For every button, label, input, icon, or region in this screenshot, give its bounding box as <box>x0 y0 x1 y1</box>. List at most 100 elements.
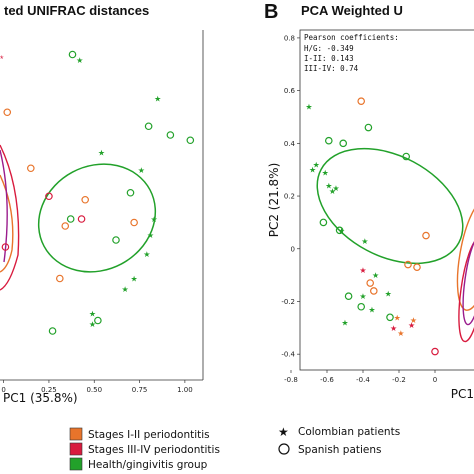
panel-a-health-star-point: ★ <box>150 215 157 224</box>
legend-label-health: Health/gingivitis group <box>88 459 208 471</box>
panel-a-I-II-circle-point <box>61 222 70 230</box>
panel-a-health-circle-point <box>186 136 195 145</box>
stages-iii-iv-ellipse <box>0 144 20 291</box>
panel-b-health-circle-point <box>324 136 333 145</box>
panel-b-health-star-point: ★ <box>359 292 366 301</box>
legend-label-spanish: Spanish patiens <box>298 444 382 456</box>
panel-b-health-star-point: ★ <box>322 168 329 177</box>
panel-b-x-tick-label: -0.2 <box>392 376 406 384</box>
legend: Stages I-II periodontitis Stages III-IV … <box>69 425 400 471</box>
panel-a-health-star-point: ★ <box>138 166 145 175</box>
panel-a-I-II-circle-point <box>56 274 64 283</box>
panel-b-health-star-point: ★ <box>313 160 320 169</box>
panel-b-y-ticks: 0.8 0.6 0.4 0.2 0 -0.2 -0.4 <box>281 34 300 359</box>
panel-b-III-IV-circle-point <box>431 347 439 356</box>
panel-b-y-tick-label: -0.2 <box>281 298 295 306</box>
health-ellipse <box>316 147 464 265</box>
legend-label-stages-i-ii: Stages I-II periodontitis <box>88 429 210 441</box>
stages-iii-iv-ellipse <box>458 237 474 343</box>
panel-b: B PCA Weighted U -0.8 -0.6 -0.4 -0.2 0 0.80.… <box>264 1 474 401</box>
panel-a-health-star-point: ★ <box>98 149 105 158</box>
panel-b-x-ticks: -0.8 -0.6 -0.4 -0.2 0 <box>284 370 437 384</box>
legend-swatch-stages-i-ii <box>69 427 83 441</box>
panel-b-health-circle-point <box>344 292 353 301</box>
panel-b-y-tick-label: 0.2 <box>284 193 295 201</box>
panel-a-health-circle-point <box>166 131 175 139</box>
panel-a-health-circle-point <box>66 215 75 223</box>
star-icon: ★ <box>278 425 289 439</box>
panel-a-x-label: PC1 (35.8%) <box>3 391 78 405</box>
panel-a-x-tick-label: 1.00 <box>177 386 193 394</box>
panel-b-y-tick-label: 0.4 <box>284 140 296 148</box>
panel-b-x-tick-label: -0.8 <box>284 376 298 384</box>
panel-b-I-II-circle-point <box>369 287 378 295</box>
panel-b-health-star-point: ★ <box>372 271 379 280</box>
panel-b-health-circle-point <box>319 218 328 227</box>
panel-b-I-II-star-point: ★ <box>410 316 417 325</box>
panel-b-I-II-star-point: ★ <box>397 329 404 338</box>
panel-b-health-star-point: ★ <box>341 319 348 328</box>
panel-b-health-circle-point <box>402 152 411 161</box>
panel-a-x-tick-label: 0.50 <box>86 386 102 394</box>
panel-b-y-tick-label: -0.4 <box>281 351 295 359</box>
panel-a-III-IV-circle-point <box>77 215 86 223</box>
panel-b-health-circle-point <box>335 226 344 235</box>
panel-b-health-circle-point <box>386 313 394 322</box>
panel-a-health-star-point: ★ <box>143 250 150 259</box>
pearson-iii-iv: III-IV: 0.74 <box>304 64 359 73</box>
panel-b-health-star-point: ★ <box>332 184 339 193</box>
panel-b-points: ★★★ ★★★★★★★★★★★★★★★★ ★ <box>305 97 439 356</box>
panel-b-III-IV-star-point: ★ <box>390 324 397 333</box>
legend-groups: Stages I-II periodontitis Stages III-IV … <box>69 427 220 471</box>
panel-a-ellipses <box>0 144 157 291</box>
panel-a-points: ★★★★★★★★★★★ <box>1 50 195 335</box>
panel-b-health-star-point: ★ <box>305 102 312 111</box>
panel-a-health-star-point: ★ <box>76 56 83 65</box>
panel-a-III-IV-circle-point <box>45 192 53 201</box>
panel-b-y-tick-label: 0.6 <box>284 87 296 95</box>
purple-ellipse <box>462 234 474 326</box>
panel-b-health-star-point: ★ <box>325 182 332 191</box>
panel-b-y-tick-label: 0.8 <box>284 34 295 42</box>
panel-a-health-circle-point <box>112 236 120 244</box>
panel-a-health-star-point: ★ <box>121 285 128 294</box>
panel-a-x-ticks: 0 0.25 0.50 0.75 1.00 <box>1 380 193 394</box>
pearson-box: Pearson coefficients: H/G: -0.349 I-II: … <box>304 33 399 73</box>
panel-b-I-II-star-point: ★ <box>394 313 401 322</box>
health-ellipse <box>37 163 157 273</box>
panel-b-health-star-point: ★ <box>385 290 392 299</box>
panel-b-x-tick-label: -0.4 <box>356 376 370 384</box>
panel-a-health-circle-point <box>48 327 57 335</box>
panel-b-health-star-point: ★ <box>368 305 375 314</box>
panel-b-health-star-point: ★ <box>329 187 336 196</box>
panel-b-health-star-point: ★ <box>338 226 345 235</box>
panel-a-x-tick-label: 0.25 <box>41 386 57 394</box>
panel-b-x-tick-label: 0 <box>433 376 437 384</box>
legend-swatch-stages-iii-iv <box>69 442 83 456</box>
circle-icon <box>278 443 290 455</box>
purple-ellipse <box>0 149 8 263</box>
panel-a-I-II-circle-point <box>3 108 12 117</box>
panel-a-health-circle-point <box>126 188 135 197</box>
pearson-heading: Pearson coefficients: <box>304 33 399 42</box>
panel-b-I-II-circle-point <box>357 97 366 105</box>
panel-b-I-II-circle-point <box>413 263 421 272</box>
panel-a-health-star-point: ★ <box>89 310 96 319</box>
pearson-i-ii: I-II: 0.143 <box>304 54 354 63</box>
stages-i-ii-ellipse <box>456 199 474 311</box>
panel-a-III-IV-circle-point <box>1 243 10 251</box>
panel-b-y-label: PC2 (21.8%) <box>267 163 281 238</box>
panel-b-x-label: PC1 <box>451 387 474 401</box>
panel-a-title: ted UNIFRAC distances <box>4 3 149 18</box>
panel-b-ellipses <box>316 147 474 343</box>
panel-b-III-IV-star-point: ★ <box>408 321 415 330</box>
panel-a-health-star-point: ★ <box>147 231 154 240</box>
legend-label-stages-iii-iv: Stages III-IV periodontitis <box>88 444 220 456</box>
panel-b-I-II-circle-point <box>404 260 412 269</box>
red-marker: * <box>0 54 4 64</box>
panel-b-health-star-point: ★ <box>309 166 316 175</box>
panel-a-health-circle-point <box>68 50 77 59</box>
pearson-hg: H/G: -0.349 <box>304 44 354 53</box>
panel-a-I-II-circle-point <box>27 164 35 173</box>
panel-a: ted UNIFRAC distances 0 0.25 0.50 0.75 1.00 … <box>0 3 204 405</box>
